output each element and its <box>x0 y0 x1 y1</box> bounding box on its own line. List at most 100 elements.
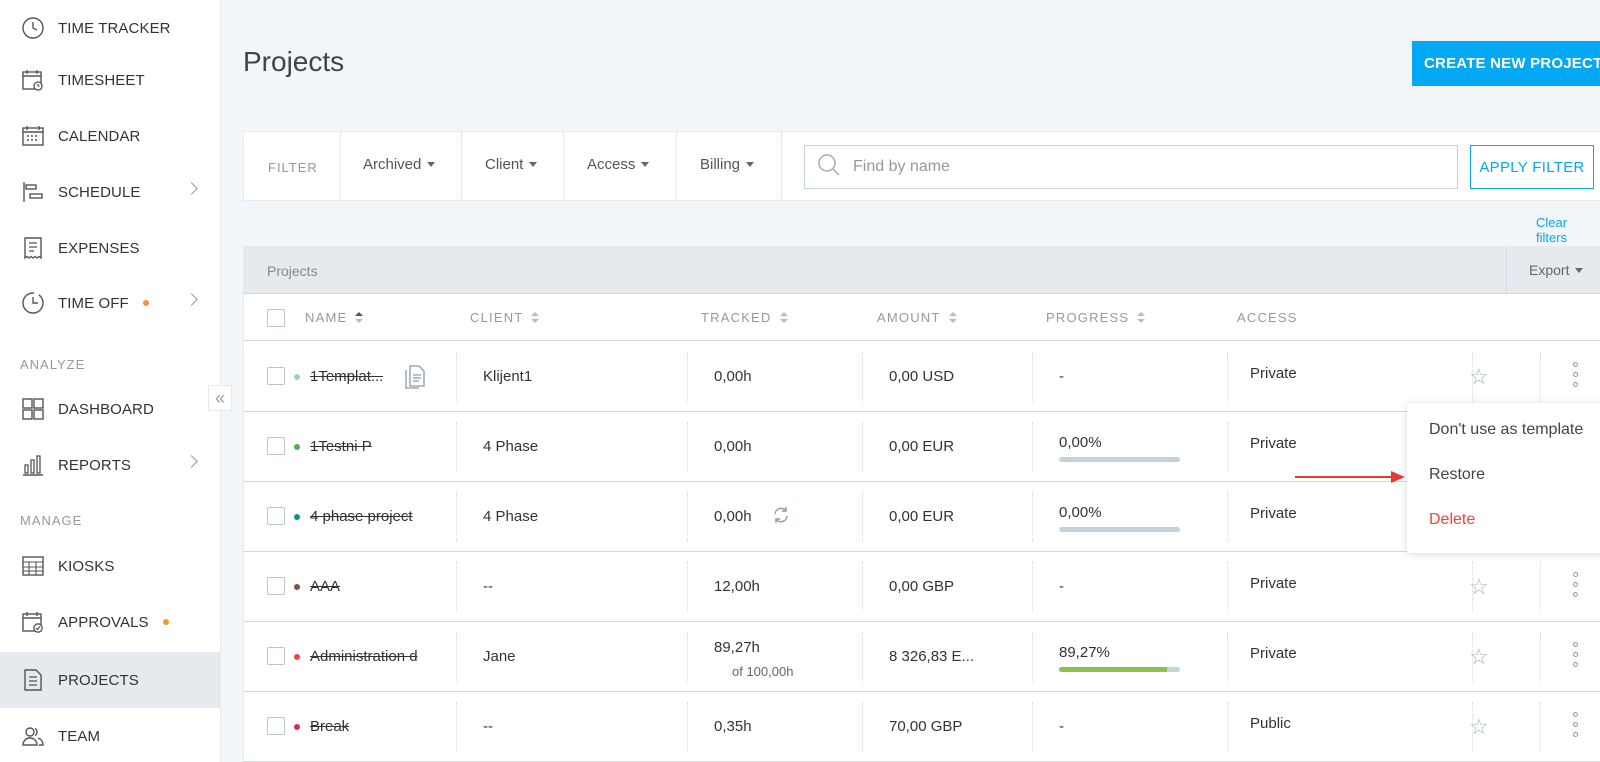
project-color-dot <box>294 584 300 590</box>
project-name[interactable]: 4 phase project <box>310 482 413 551</box>
nav-time-tracker[interactable]: TIME TRACKER <box>0 0 220 56</box>
divider <box>1227 562 1228 612</box>
nav-schedule[interactable]: SCHEDULE <box>0 164 220 220</box>
client-dropdown[interactable]: Client <box>485 156 538 173</box>
progress-percent: 89,27% <box>1059 644 1110 661</box>
select-all-checkbox[interactable] <box>267 309 285 327</box>
divider <box>1472 562 1473 612</box>
access-dropdown[interactable]: Access <box>587 156 650 173</box>
table-row[interactable]: 1Templat... Klijent1 0,00h 0,00 USD - Private… <box>244 342 1600 412</box>
row-checkbox[interactable] <box>267 647 285 665</box>
access-cell: Private <box>1250 575 1297 592</box>
nav-team[interactable]: TEAM <box>0 708 220 762</box>
menu-item-delete[interactable]: Delete <box>1429 511 1476 528</box>
nav-calendar[interactable]: CALENDAR <box>0 108 220 164</box>
table-row[interactable]: AAA -- 12,00h 0,00 GBP - Private ☆ <box>244 552 1600 622</box>
more-options-icon[interactable] <box>1571 572 1581 602</box>
row-checkbox[interactable] <box>267 577 285 595</box>
apply-filter-button[interactable]: APPLY FILTER <box>1470 145 1594 189</box>
more-options-icon[interactable] <box>1571 362 1581 392</box>
projects-table: Projects Export NAME CLIENT TRACKED AMOU… <box>243 246 1600 762</box>
column-header-tracked[interactable]: TRACKED <box>701 310 788 325</box>
project-name[interactable]: 1Templat... <box>310 342 383 411</box>
divider <box>1540 562 1541 612</box>
divider <box>862 492 863 542</box>
project-name[interactable]: Break <box>310 692 349 761</box>
favorite-star-icon[interactable]: ☆ <box>1469 644 1489 669</box>
project-name[interactable]: 1Testni P <box>310 412 372 481</box>
divider <box>1032 632 1033 682</box>
project-name[interactable]: AAA <box>310 552 340 621</box>
nav-approvals[interactable]: APPROVALS <box>0 594 220 650</box>
row-checkbox[interactable] <box>267 437 285 455</box>
column-header-amount[interactable]: AMOUNT <box>877 310 957 325</box>
archived-dropdown[interactable]: Archived <box>363 156 436 173</box>
sort-icon <box>355 311 364 324</box>
tracked-cell: 0,00h <box>714 368 752 385</box>
divider <box>456 702 457 752</box>
caret-down-icon <box>427 162 436 167</box>
nav-label: TIME TRACKER <box>58 19 171 37</box>
progress-bar-fill <box>1059 667 1168 672</box>
nav-label: PROJECTS <box>58 671 139 689</box>
column-header-progress[interactable]: PROGRESS <box>1046 310 1146 325</box>
client-cell: -- <box>483 718 493 735</box>
client-cell: 4 Phase <box>483 438 539 455</box>
nav-time-off[interactable]: TIME OFF <box>0 275 220 331</box>
favorite-star-icon[interactable]: ☆ <box>1469 574 1489 599</box>
template-document-icon <box>404 364 426 395</box>
dropdown-label: Access <box>587 156 636 173</box>
tracked-cell: 0,00h <box>714 508 752 525</box>
table-row[interactable]: 4 phase project 4 Phase 0,00h 0,00 EUR 0,00%… <box>244 482 1600 552</box>
bar-chart-icon <box>20 452 46 478</box>
nav-projects[interactable]: PROJECTS <box>0 652 220 708</box>
approvals-icon <box>20 609 46 635</box>
header-label: NAME <box>305 310 348 325</box>
nav-label: TEAM <box>58 727 101 745</box>
divider <box>563 132 564 200</box>
menu-item-restore[interactable]: Restore <box>1429 466 1486 483</box>
tracked-estimate: of 100,00h <box>732 664 794 679</box>
header-label: CLIENT <box>470 310 524 325</box>
search-icon <box>817 153 841 182</box>
annotation-arrow-icon <box>1295 471 1405 483</box>
divider <box>1032 492 1033 542</box>
more-options-icon[interactable] <box>1571 642 1581 672</box>
project-context-menu: Don't use as template Restore Delete <box>1407 403 1600 553</box>
row-checkbox[interactable] <box>267 507 285 525</box>
nav-reports[interactable]: REPORTS <box>0 437 220 493</box>
nav-dashboard[interactable]: DASHBOARD <box>0 381 220 437</box>
divider <box>862 352 863 402</box>
project-color-dot <box>294 724 300 730</box>
time-off-icon <box>20 290 46 316</box>
caret-down-icon <box>641 162 650 167</box>
row-checkbox[interactable] <box>267 717 285 735</box>
export-dropdown[interactable]: Export <box>1506 247 1600 293</box>
row-checkbox[interactable] <box>267 367 285 385</box>
favorite-star-icon[interactable]: ☆ <box>1469 714 1489 739</box>
project-name[interactable]: Administration d <box>310 622 418 691</box>
nav-label: CALENDAR <box>58 127 141 145</box>
nav-timesheet[interactable]: TIMESHEET <box>0 52 220 108</box>
table-row[interactable]: Administration d Jane 89,27h of 100,00h 8 32… <box>244 622 1600 692</box>
divider <box>1472 352 1473 402</box>
create-new-project-button[interactable]: CREATE NEW PROJECT <box>1412 41 1600 86</box>
column-header-client[interactable]: CLIENT <box>470 310 540 325</box>
nav-label: REPORTS <box>58 456 131 474</box>
nav-kiosks[interactable]: KIOSKS <box>0 538 220 594</box>
favorite-star-icon[interactable]: ☆ <box>1469 364 1489 389</box>
filter-bar: FILTER Archived Client Access Billing AP… <box>243 131 1600 201</box>
clear-filters-link[interactable]: Clear filters <box>1536 215 1568 245</box>
access-cell: Public <box>1250 715 1291 732</box>
more-options-icon[interactable] <box>1571 712 1581 742</box>
column-header-name[interactable]: NAME <box>305 310 364 325</box>
table-row[interactable]: Break -- 0,35h 70,00 GBP - Public ☆ <box>244 692 1600 762</box>
search-input[interactable] <box>853 158 1413 176</box>
menu-item-dont-use-as-template[interactable]: Don't use as template <box>1429 421 1584 438</box>
divider <box>687 702 688 752</box>
collapse-sidebar-button[interactable]: « <box>208 385 232 411</box>
client-cell: Klijent1 <box>483 368 533 385</box>
billing-dropdown[interactable]: Billing <box>700 156 755 173</box>
search-field[interactable] <box>804 145 1458 189</box>
nav-expenses[interactable]: EXPENSES <box>0 220 220 276</box>
